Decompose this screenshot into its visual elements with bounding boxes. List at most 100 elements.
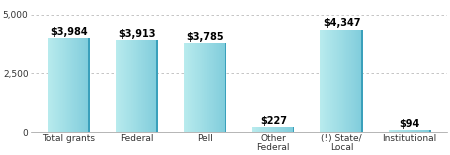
Bar (127, 40, 128, 132)
Bar (119, 40, 120, 132)
Bar (424, 130, 425, 132)
Bar (154, 40, 155, 132)
Bar (361, 30, 362, 132)
Bar (351, 30, 352, 132)
Bar (269, 127, 270, 132)
Bar (411, 130, 412, 132)
Bar (218, 43, 219, 132)
Bar (139, 40, 140, 132)
Text: $3,984: $3,984 (50, 27, 88, 37)
Bar (356, 30, 357, 132)
Bar (65, 38, 66, 132)
Bar (155, 40, 156, 132)
Bar (400, 130, 401, 132)
Bar (56, 38, 57, 132)
Bar (128, 40, 129, 132)
Bar (203, 43, 204, 132)
Bar (328, 30, 329, 132)
Bar (149, 40, 150, 132)
Bar (225, 43, 226, 132)
Bar (123, 40, 124, 132)
Bar (345, 30, 346, 132)
Bar (349, 30, 350, 132)
Bar (117, 40, 118, 132)
Bar (280, 127, 281, 132)
Bar (275, 127, 276, 132)
Bar (263, 127, 264, 132)
Bar (283, 127, 284, 132)
Bar (322, 30, 323, 132)
Bar (422, 130, 423, 132)
Bar (293, 127, 294, 132)
Bar (200, 43, 201, 132)
Bar (147, 40, 148, 132)
Bar (285, 127, 286, 132)
Bar (132, 40, 133, 132)
Bar (131, 40, 132, 132)
Bar (392, 130, 393, 132)
Bar (76, 38, 77, 132)
Bar (220, 43, 221, 132)
Bar (282, 127, 283, 132)
Bar (268, 127, 269, 132)
Bar (134, 40, 135, 132)
Text: $3,785: $3,785 (186, 32, 224, 42)
Bar (286, 127, 287, 132)
Bar (208, 43, 209, 132)
Bar (341, 30, 342, 132)
Bar (274, 127, 275, 132)
Bar (425, 130, 426, 132)
Bar (276, 127, 277, 132)
Bar (346, 30, 347, 132)
Bar (150, 40, 151, 132)
Bar (359, 30, 360, 132)
Bar (192, 43, 193, 132)
Bar (121, 40, 122, 132)
Bar (209, 43, 210, 132)
Bar (416, 130, 417, 132)
Bar (60, 38, 61, 132)
Bar (265, 127, 266, 132)
Bar (430, 130, 431, 132)
Bar (358, 30, 359, 132)
Bar (225, 43, 226, 132)
Bar (271, 127, 272, 132)
Bar (69, 38, 70, 132)
Bar (389, 130, 390, 132)
Bar (202, 43, 203, 132)
Bar (334, 30, 335, 132)
Bar (151, 40, 152, 132)
Bar (325, 30, 326, 132)
Bar (344, 30, 345, 132)
Bar (195, 43, 196, 132)
Bar (72, 38, 73, 132)
Bar (61, 38, 62, 132)
Bar (412, 130, 413, 132)
Bar (137, 40, 138, 132)
Bar (402, 130, 403, 132)
Bar (129, 40, 130, 132)
Bar (205, 43, 206, 132)
Bar (347, 30, 348, 132)
Bar (405, 130, 406, 132)
Bar (289, 127, 290, 132)
Bar (342, 30, 343, 132)
Bar (62, 38, 63, 132)
Bar (262, 127, 263, 132)
Bar (126, 40, 127, 132)
Bar (57, 38, 58, 132)
Bar (78, 38, 79, 132)
Bar (327, 30, 328, 132)
Bar (86, 38, 87, 132)
Bar (397, 130, 398, 132)
Bar (353, 30, 354, 132)
Bar (291, 127, 292, 132)
Bar (401, 130, 402, 132)
Bar (267, 127, 268, 132)
Bar (51, 38, 52, 132)
Bar (219, 43, 220, 132)
Bar (293, 127, 294, 132)
Bar (80, 38, 81, 132)
Bar (204, 43, 205, 132)
Bar (332, 30, 333, 132)
